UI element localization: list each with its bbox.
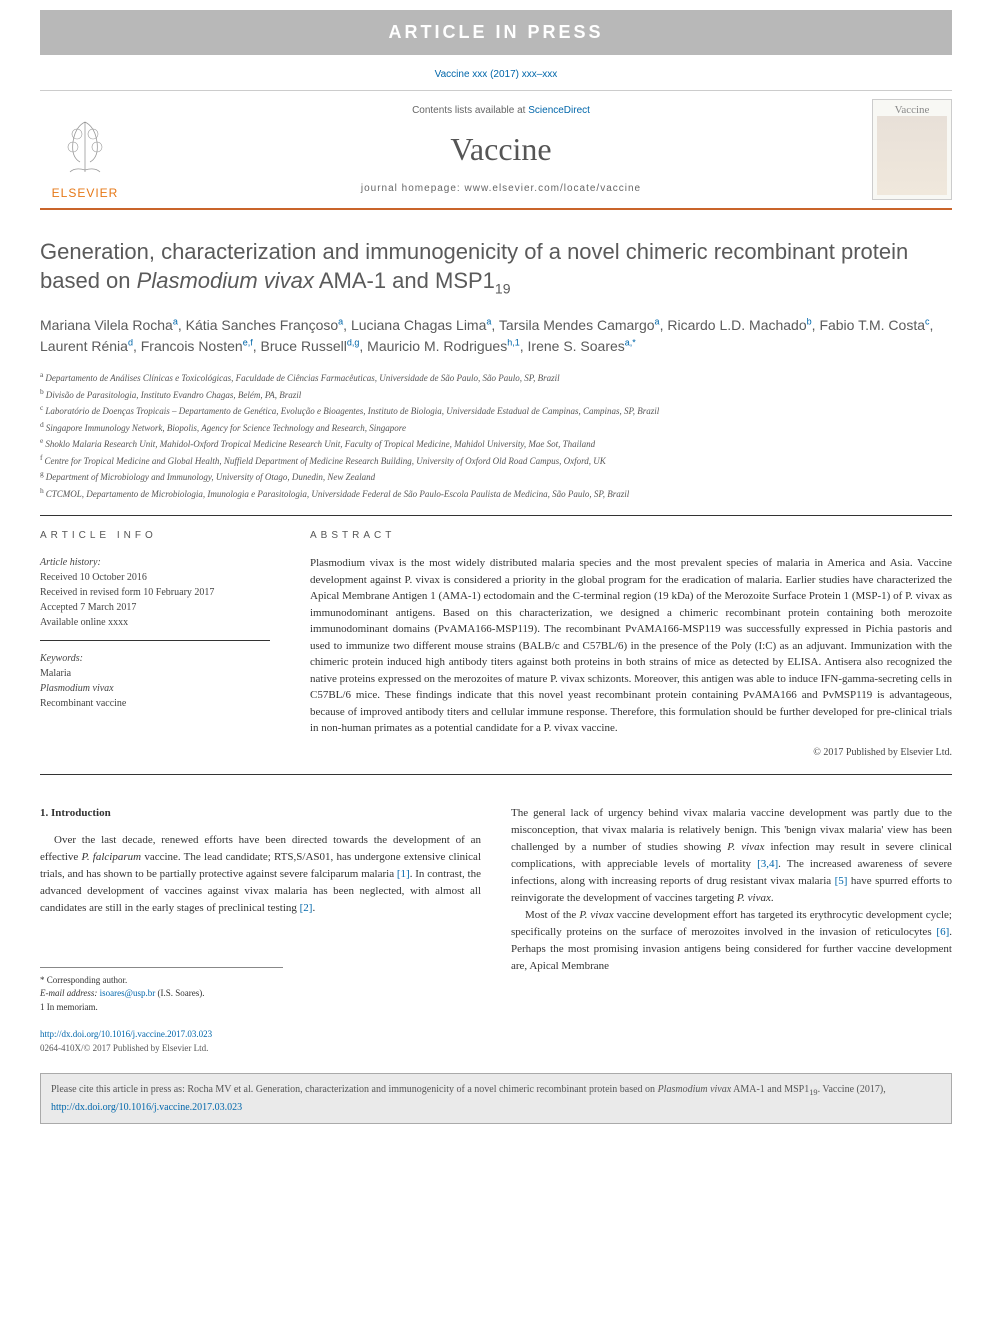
affiliation: gDepartment of Microbiology and Immunolo… — [40, 468, 952, 485]
issn-copyright: 0264-410X/© 2017 Published by Elsevier L… — [40, 1042, 283, 1056]
author-affil-sup: a — [486, 317, 491, 327]
title-post: AMA-1 and MSP1 — [314, 268, 495, 293]
citebox-species: Plasmodium vivax — [658, 1084, 732, 1095]
in-press-banner: ARTICLE IN PRESS — [40, 10, 952, 55]
authors-list: Mariana Vilela Rochaa, Kátia Sanches Fra… — [40, 315, 952, 357]
author-affil-sup: d,g — [347, 338, 360, 348]
ref-link[interactable]: [1] — [397, 868, 410, 880]
citebox-post1: AMA-1 and MSP1 — [731, 1084, 809, 1095]
author: Mariana Vilela Rocha — [40, 317, 173, 333]
author: Tarsila Mendes Camargo — [499, 317, 655, 333]
received-date: Received 10 October 2016 — [40, 570, 270, 585]
author-affil-sup: e,f — [243, 338, 253, 348]
email-link[interactable]: isoares@usp.br — [100, 988, 156, 998]
author: Irene S. Soares — [528, 338, 625, 354]
journal-homepage-line: journal homepage: www.elsevier.com/locat… — [130, 183, 872, 194]
citation-line: Vaccine xxx (2017) xxx–xxx — [0, 63, 992, 90]
body-columns: 1. Introduction Over the last decade, re… — [40, 805, 952, 1056]
ref-link[interactable]: [6] — [936, 926, 949, 938]
title-subscript: 19 — [495, 280, 511, 296]
title-species: Plasmodium vivax — [137, 268, 314, 293]
author-affil-sup: a — [655, 317, 660, 327]
online-date: Available online xxxx — [40, 615, 270, 630]
journal-cover-thumbnail: Vaccine — [872, 99, 952, 200]
author-affil-sup: h,1 — [507, 338, 520, 348]
intro-paragraph: Over the last decade, renewed efforts ha… — [40, 832, 481, 917]
email-person: (I.S. Soares). — [155, 988, 204, 998]
citebox-pre: Please cite this article in press as: Ro… — [51, 1084, 658, 1095]
intro-paragraph: The general lack of urgency behind vivax… — [511, 805, 952, 907]
abstract-heading: abstract — [310, 530, 952, 541]
intro-heading: 1. Introduction — [40, 805, 481, 822]
ref-link[interactable]: [5] — [835, 875, 848, 887]
author: Ricardo L.D. Machado — [667, 317, 806, 333]
doi-block: http://dx.doi.org/10.1016/j.vaccine.2017… — [40, 1028, 283, 1042]
affiliation: bDivisão de Parasitologia, Instituto Eva… — [40, 386, 952, 403]
author: Fabio T.M. Costa — [819, 317, 925, 333]
author-affil-sup: c — [925, 317, 930, 327]
affiliations-list: aDepartamento de Análises Clínicas e Tox… — [40, 369, 952, 516]
homepage-label: journal homepage: — [361, 183, 465, 194]
revised-date: Received in revised form 10 February 201… — [40, 585, 270, 600]
author: Laurent Rénia — [40, 338, 128, 354]
author: Francois Nosten — [141, 338, 243, 354]
contents-lists-line: Contents lists available at ScienceDirec… — [130, 105, 872, 116]
keyword: Plasmodium vivax — [40, 681, 270, 696]
publisher-logo: ELSEVIER — [40, 99, 130, 200]
abstract: abstract Plasmodium vivax is the most wi… — [310, 530, 952, 758]
column-right: The general lack of urgency behind vivax… — [511, 805, 952, 1056]
article-info-heading: article info — [40, 530, 270, 541]
cover-title: Vaccine — [895, 104, 930, 116]
author: Kátia Sanches Françoso — [186, 317, 339, 333]
email-line: E-mail address: isoares@usp.br (I.S. Soa… — [40, 987, 283, 1001]
article-info: article info Article history: Received 1… — [40, 530, 270, 758]
accepted-date: Accepted 7 March 2017 — [40, 600, 270, 615]
abstract-text: Plasmodium vivax is the most widely dist… — [310, 555, 952, 737]
doi-link[interactable]: http://dx.doi.org/10.1016/j.vaccine.2017… — [40, 1029, 212, 1039]
column-left: 1. Introduction Over the last decade, re… — [40, 805, 481, 1056]
publisher-name: ELSEVIER — [52, 186, 119, 200]
affiliation: hCTCMOL, Departamento de Microbiologia, … — [40, 485, 952, 502]
sciencedirect-link[interactable]: ScienceDirect — [528, 105, 590, 116]
citebox-sub: 19 — [809, 1088, 817, 1097]
author-affil-sup: a — [173, 317, 178, 327]
contents-prefix: Contents lists available at — [412, 105, 528, 116]
keyword: Malaria — [40, 666, 270, 681]
abstract-copyright: © 2017 Published by Elsevier Ltd. — [310, 747, 952, 758]
article-title: Generation, characterization and immunog… — [40, 238, 952, 297]
intro-paragraph: Most of the P. vivax vaccine development… — [511, 907, 952, 975]
keywords-block: Keywords: Malaria Plasmodium vivax Recom… — [40, 651, 270, 721]
author-affil-sup: b — [807, 317, 812, 327]
elsevier-tree-icon — [55, 112, 115, 182]
cover-image — [877, 116, 947, 195]
keywords-label: Keywords: — [40, 651, 270, 666]
article-history-block: Article history: Received 10 October 201… — [40, 555, 270, 641]
author-affil-sup: a — [338, 317, 343, 327]
affiliation: fCentre for Tropical Medicine and Global… — [40, 452, 952, 469]
author: Bruce Russell — [260, 338, 346, 354]
affiliation: aDepartamento de Análises Clínicas e Tox… — [40, 369, 952, 386]
masthead-center: Contents lists available at ScienceDirec… — [130, 99, 872, 200]
author-affil-sup: a,* — [625, 338, 636, 348]
journal-name: Vaccine — [130, 131, 872, 168]
homepage-url: www.elsevier.com/locate/vaccine — [465, 183, 642, 194]
citebox-doi-link[interactable]: http://dx.doi.org/10.1016/j.vaccine.2017… — [51, 1102, 242, 1113]
memoriam-note: 1 In memoriam. — [40, 1001, 283, 1015]
affiliation: eShoklo Malaria Research Unit, Mahidol-O… — [40, 435, 952, 452]
author-affil-sup: d — [128, 338, 133, 348]
citebox-post2: . Vaccine (2017), — [818, 1084, 886, 1095]
history-label: Article history: — [40, 555, 270, 570]
affiliation: dSingapore Immunology Network, Biopolis,… — [40, 419, 952, 436]
citation-box: Please cite this article in press as: Ro… — [40, 1073, 952, 1123]
author: Mauricio M. Rodrigues — [367, 338, 507, 354]
corresponding-author-note: * Corresponding author. — [40, 974, 283, 988]
ref-link[interactable]: [3,4] — [757, 858, 778, 870]
footnotes: * Corresponding author. E-mail address: … — [40, 967, 283, 1056]
affiliation: cLaboratório de Doenças Tropicais – Depa… — [40, 402, 952, 419]
author: Luciana Chagas Lima — [351, 317, 486, 333]
masthead: ELSEVIER Contents lists available at Sci… — [40, 90, 952, 210]
email-label: E-mail address: — [40, 988, 100, 998]
ref-link[interactable]: [2] — [300, 902, 313, 914]
keyword: Recombinant vaccine — [40, 696, 270, 711]
